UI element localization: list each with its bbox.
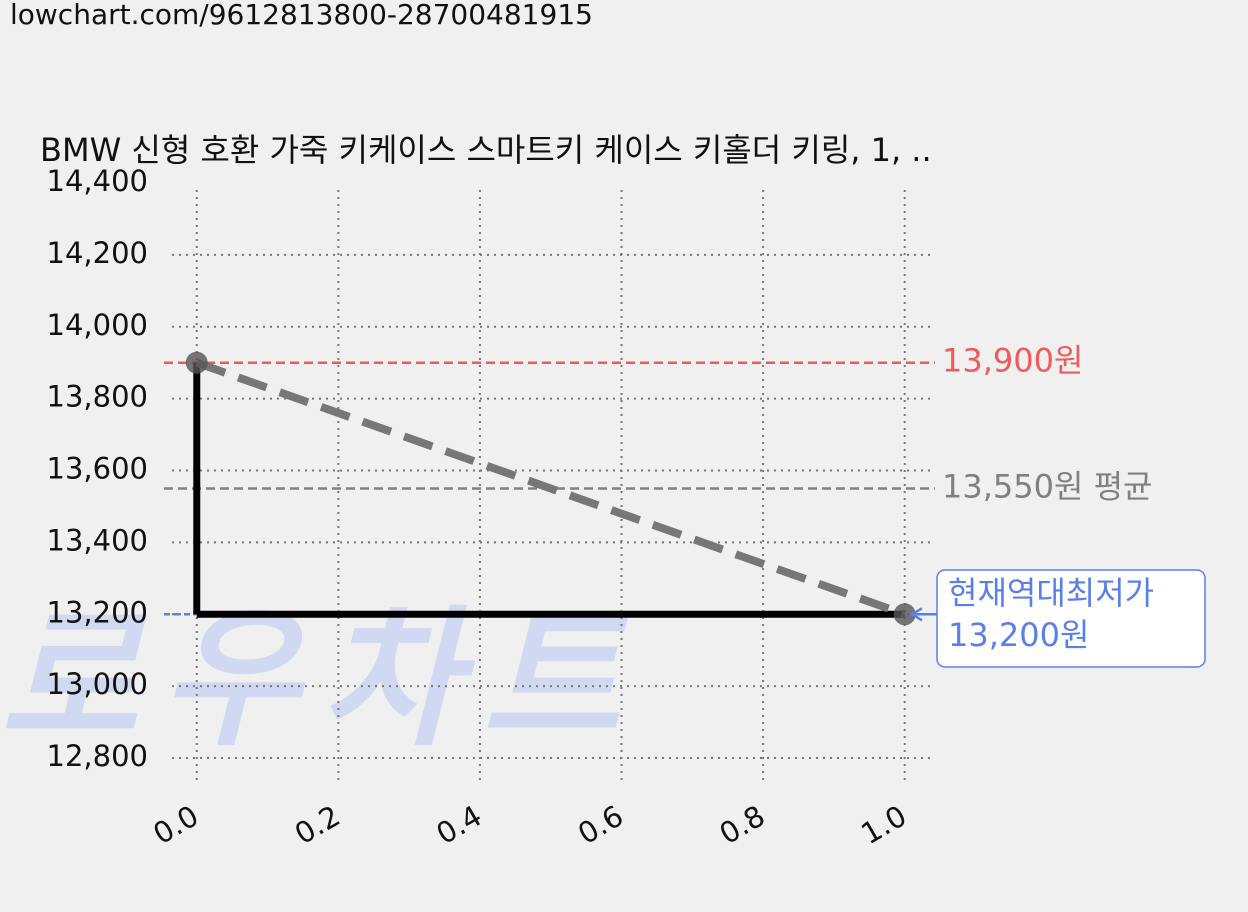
price-line [195,358,907,619]
x-tick-label: 0.0 [147,799,204,852]
y-tick-label: 14,000 [47,308,148,342]
y-tick-label: 12,800 [47,739,148,773]
annotation-arrow [909,607,937,622]
y-tick-label: 14,400 [47,164,148,198]
annotation-label: 13,200원 [948,616,1089,654]
y-tick-label: 13,400 [47,523,148,557]
y-tick-label: 13,800 [47,380,148,414]
y-tick-label: 13,000 [47,667,148,701]
x-tick-label: 1.0 [855,799,912,852]
annotation-box [936,569,1206,668]
reference-label: 13,550원 평균 [942,467,1152,505]
y-tick-label: 14,200 [47,236,148,270]
y-tick-label: 13,600 [47,452,148,486]
url: lowchart.com/9612813800-28700481915 [10,0,593,31]
x-tick-label: 0.2 [289,799,346,852]
price-marker [893,603,916,626]
y-tick-label: 13,200 [47,595,148,629]
chart-title: BMW 신형 호환 가죽 키케이스 스마트키 케이스 키홀더 키링, 1, .. [40,131,932,169]
x-tick-label: 0.6 [572,799,629,852]
x-tick-label: 0.4 [430,799,487,852]
annotation-label: 현재역대최저가 [948,574,1154,612]
price-marker [185,351,208,374]
x-tick-label: 0.8 [714,799,771,852]
reference-label: 13,900원 [942,342,1083,380]
